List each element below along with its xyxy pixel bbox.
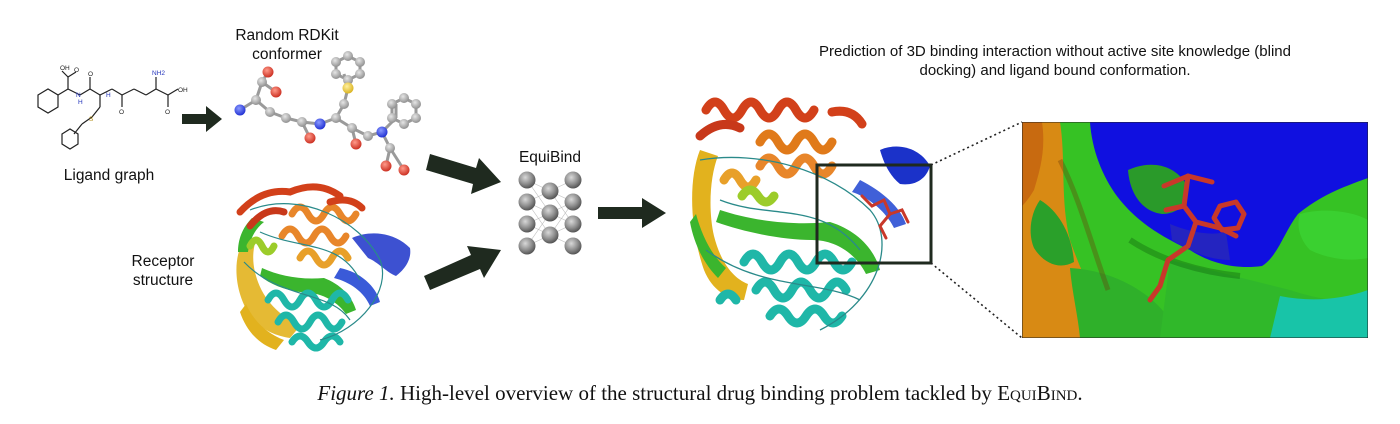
receptor-structure-label: Receptor structure xyxy=(131,253,195,289)
zoom-connector-lines xyxy=(930,121,1023,339)
network-node xyxy=(541,182,559,200)
atom-label: H xyxy=(106,92,111,99)
ligand-graph-atom-labels: OH O N H O NH2 H O OH O S xyxy=(60,65,188,123)
conformer-molecule xyxy=(234,51,421,176)
atom-label: OH xyxy=(178,87,188,94)
network-node xyxy=(518,237,536,255)
conformer-label: Random RDKit conformer xyxy=(235,27,339,63)
atom-label: O xyxy=(88,71,93,78)
method-name: EQUIBIND xyxy=(997,381,1078,405)
equibind-label: EquiBind xyxy=(518,149,582,166)
atom-label: N xyxy=(76,92,81,99)
atom-label: S xyxy=(89,116,94,123)
arrow-to-conformer xyxy=(182,106,222,132)
atom-label: O xyxy=(165,109,170,116)
ligand-graph-label: Ligand graph xyxy=(63,167,155,184)
atom-label: O xyxy=(119,109,124,116)
network-node xyxy=(518,171,536,189)
prediction-label: Prediction of 3D binding interaction wit… xyxy=(819,43,1291,79)
phenyl-ring xyxy=(37,88,59,114)
equibind-network-icon xyxy=(518,171,582,255)
network-node xyxy=(518,193,536,211)
zoom-region-box xyxy=(815,163,933,265)
caption-period: . xyxy=(1077,381,1083,405)
network-node xyxy=(564,193,582,211)
atom-label: H xyxy=(78,99,83,106)
figure-caption: Figure 1. High-level overview of the str… xyxy=(0,381,1400,406)
network-node xyxy=(564,171,582,189)
network-node xyxy=(564,215,582,233)
predicted-complex-protein xyxy=(690,97,933,331)
atom-label: NH2 xyxy=(152,70,165,77)
network-node xyxy=(518,215,536,233)
receptor-protein xyxy=(236,183,411,352)
caption-text: High-level overview of the structural dr… xyxy=(400,381,992,405)
figure-number: Figure 1. xyxy=(317,381,395,405)
zoomed-binding-pocket xyxy=(1022,122,1368,338)
arrow-conformer-to-equibind xyxy=(426,154,501,194)
network-node xyxy=(541,226,559,244)
network-node xyxy=(541,204,559,222)
atom-label: OH xyxy=(60,65,70,72)
arrow-equibind-to-prediction xyxy=(598,198,666,228)
benzyl-ring xyxy=(61,128,79,150)
network-node xyxy=(564,237,582,255)
arrow-receptor-to-equibind xyxy=(424,246,501,290)
ligand-graph-drawing xyxy=(37,70,179,150)
atom-label: O xyxy=(74,67,79,74)
